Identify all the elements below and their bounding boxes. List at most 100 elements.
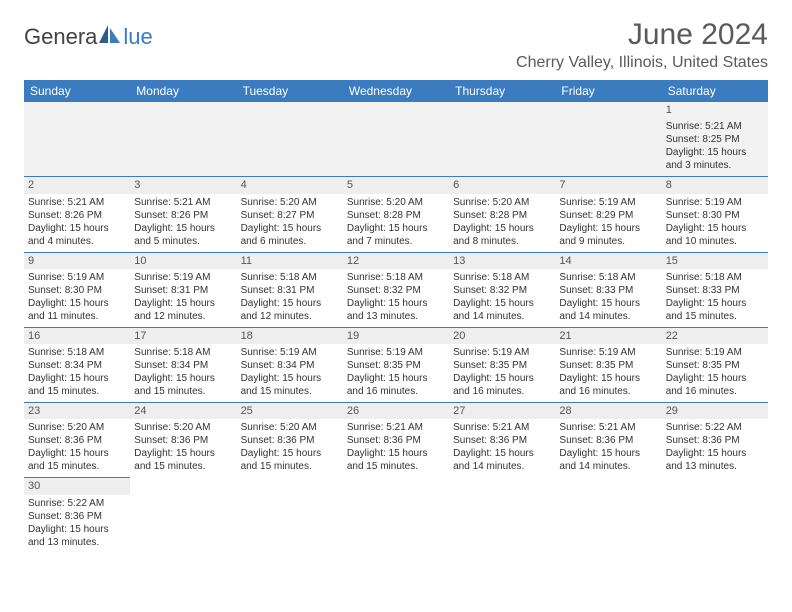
day-number: 23	[24, 403, 130, 419]
calendar-day: 7Sunrise: 5:19 AMSunset: 8:29 PMDaylight…	[555, 177, 661, 252]
day-number: 5	[343, 177, 449, 193]
calendar-empty	[343, 478, 449, 553]
day-detail: Daylight: 15 hours	[28, 372, 126, 385]
calendar-day: 10Sunrise: 5:19 AMSunset: 8:31 PMDayligh…	[130, 252, 236, 327]
day-detail: and 16 minutes.	[347, 385, 445, 398]
day-number: 29	[662, 403, 768, 419]
day-header: Friday	[555, 80, 661, 102]
day-detail: and 15 minutes.	[134, 385, 232, 398]
calendar-day: 3Sunrise: 5:21 AMSunset: 8:26 PMDaylight…	[130, 177, 236, 252]
calendar-day: 15Sunrise: 5:18 AMSunset: 8:33 PMDayligh…	[662, 252, 768, 327]
logo: Genera lue	[24, 24, 153, 50]
day-number: 14	[555, 253, 661, 269]
day-detail: Daylight: 15 hours	[241, 222, 339, 235]
day-detail: Daylight: 15 hours	[559, 222, 657, 235]
day-number: 1	[662, 102, 768, 118]
day-detail: Daylight: 15 hours	[666, 146, 764, 159]
day-detail: Sunset: 8:36 PM	[134, 434, 232, 447]
day-number: 19	[343, 328, 449, 344]
day-detail: Sunset: 8:32 PM	[347, 284, 445, 297]
calendar-empty	[130, 478, 236, 553]
calendar-day: 9Sunrise: 5:19 AMSunset: 8:30 PMDaylight…	[24, 252, 130, 327]
calendar-day: 25Sunrise: 5:20 AMSunset: 8:36 PMDayligh…	[237, 403, 343, 478]
day-detail: Sunset: 8:36 PM	[666, 434, 764, 447]
calendar-day: 22Sunrise: 5:19 AMSunset: 8:35 PMDayligh…	[662, 327, 768, 402]
day-detail: Daylight: 15 hours	[559, 372, 657, 385]
day-detail: and 13 minutes.	[28, 536, 126, 549]
calendar-day: 13Sunrise: 5:18 AMSunset: 8:32 PMDayligh…	[449, 252, 555, 327]
day-detail: and 4 minutes.	[28, 235, 126, 248]
day-header: Wednesday	[343, 80, 449, 102]
day-detail: and 12 minutes.	[241, 310, 339, 323]
day-detail: Daylight: 15 hours	[453, 447, 551, 460]
day-detail: Sunset: 8:28 PM	[347, 209, 445, 222]
day-detail: Sunrise: 5:19 AM	[559, 196, 657, 209]
day-detail: Sunrise: 5:19 AM	[28, 271, 126, 284]
day-detail: and 15 minutes.	[241, 385, 339, 398]
day-number: 15	[662, 253, 768, 269]
day-detail: Daylight: 15 hours	[559, 447, 657, 460]
day-detail: Sunset: 8:27 PM	[241, 209, 339, 222]
day-detail: Sunrise: 5:22 AM	[666, 421, 764, 434]
day-detail: Sunrise: 5:18 AM	[453, 271, 551, 284]
calendar-week: 2Sunrise: 5:21 AMSunset: 8:26 PMDaylight…	[24, 177, 768, 252]
day-detail: and 15 minutes.	[28, 460, 126, 473]
day-detail: Sunrise: 5:20 AM	[134, 421, 232, 434]
day-number: 30	[24, 478, 130, 494]
calendar-empty	[130, 102, 236, 177]
day-detail: Daylight: 15 hours	[28, 447, 126, 460]
day-detail: and 3 minutes.	[666, 159, 764, 172]
day-detail: Sunrise: 5:19 AM	[347, 346, 445, 359]
day-detail: Sunrise: 5:20 AM	[241, 196, 339, 209]
day-detail: Sunset: 8:35 PM	[347, 359, 445, 372]
day-detail: Sunset: 8:36 PM	[241, 434, 339, 447]
day-detail: and 7 minutes.	[347, 235, 445, 248]
day-detail: Daylight: 15 hours	[347, 447, 445, 460]
day-number: 9	[24, 253, 130, 269]
day-detail: Daylight: 15 hours	[347, 297, 445, 310]
day-detail: Sunset: 8:36 PM	[453, 434, 551, 447]
calendar-head: SundayMondayTuesdayWednesdayThursdayFrid…	[24, 80, 768, 102]
header: Genera lue June 2024 Cherry Valley, Illi…	[24, 18, 768, 72]
day-detail: Daylight: 15 hours	[241, 372, 339, 385]
day-detail: Sunset: 8:33 PM	[559, 284, 657, 297]
day-detail: and 12 minutes.	[134, 310, 232, 323]
day-detail: Sunset: 8:31 PM	[241, 284, 339, 297]
day-header: Thursday	[449, 80, 555, 102]
calendar-day: 19Sunrise: 5:19 AMSunset: 8:35 PMDayligh…	[343, 327, 449, 402]
day-detail: Sunrise: 5:19 AM	[666, 346, 764, 359]
calendar-day: 28Sunrise: 5:21 AMSunset: 8:36 PMDayligh…	[555, 403, 661, 478]
day-detail: Daylight: 15 hours	[134, 447, 232, 460]
day-detail: and 15 minutes.	[347, 460, 445, 473]
calendar-day: 27Sunrise: 5:21 AMSunset: 8:36 PMDayligh…	[449, 403, 555, 478]
day-detail: and 15 minutes.	[134, 460, 232, 473]
day-detail: and 11 minutes.	[28, 310, 126, 323]
calendar-page: Genera lue June 2024 Cherry Valley, Illi…	[0, 0, 792, 571]
calendar-week: 23Sunrise: 5:20 AMSunset: 8:36 PMDayligh…	[24, 403, 768, 478]
calendar-empty	[24, 102, 130, 177]
calendar-day: 1Sunrise: 5:21 AMSunset: 8:25 PMDaylight…	[662, 102, 768, 177]
day-detail: Sunrise: 5:18 AM	[28, 346, 126, 359]
calendar-day: 6Sunrise: 5:20 AMSunset: 8:28 PMDaylight…	[449, 177, 555, 252]
day-detail: Sunset: 8:36 PM	[28, 510, 126, 523]
calendar-empty	[449, 102, 555, 177]
calendar-week: 9Sunrise: 5:19 AMSunset: 8:30 PMDaylight…	[24, 252, 768, 327]
day-number: 10	[130, 253, 236, 269]
calendar-day: 29 Sunrise: 5:22 AMSunset: 8:36 PMDayligh…	[662, 403, 768, 478]
day-detail: Sunset: 8:25 PM	[666, 133, 764, 146]
day-detail: Sunrise: 5:20 AM	[347, 196, 445, 209]
day-detail: Sunrise: 5:18 AM	[559, 271, 657, 284]
calendar-empty	[343, 102, 449, 177]
day-detail: Sunset: 8:26 PM	[28, 209, 126, 222]
day-detail: and 9 minutes.	[559, 235, 657, 248]
day-number: 26	[343, 403, 449, 419]
month-title: June 2024	[516, 18, 768, 52]
calendar-day: 17Sunrise: 5:18 AMSunset: 8:34 PMDayligh…	[130, 327, 236, 402]
day-detail: Daylight: 15 hours	[28, 523, 126, 536]
calendar-day: 18Sunrise: 5:19 AMSunset: 8:34 PMDayligh…	[237, 327, 343, 402]
day-detail: Daylight: 15 hours	[666, 222, 764, 235]
day-detail: Daylight: 15 hours	[666, 447, 764, 460]
calendar-day: 14Sunrise: 5:18 AMSunset: 8:33 PMDayligh…	[555, 252, 661, 327]
day-detail: and 15 minutes.	[28, 385, 126, 398]
day-number: 2	[24, 177, 130, 193]
